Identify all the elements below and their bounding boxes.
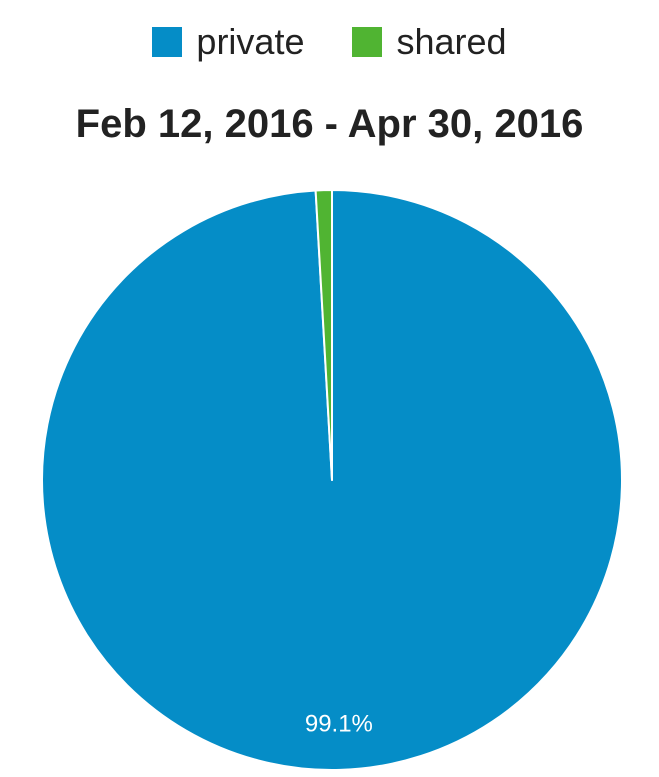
chart-legend: private shared xyxy=(0,20,659,64)
legend-item-shared[interactable]: shared xyxy=(352,21,507,62)
legend-label-private: private xyxy=(196,21,305,62)
slice-label-private: 99.1% xyxy=(305,711,373,738)
legend-label-shared: shared xyxy=(396,21,507,62)
legend-swatch-shared xyxy=(352,27,383,57)
pie-slice-shared[interactable] xyxy=(314,189,333,481)
legend-item-private[interactable]: private xyxy=(152,24,304,60)
legend-swatch-private xyxy=(152,27,183,57)
chart-title: Feb 12, 2016 - Apr 30, 2016 xyxy=(75,102,584,146)
